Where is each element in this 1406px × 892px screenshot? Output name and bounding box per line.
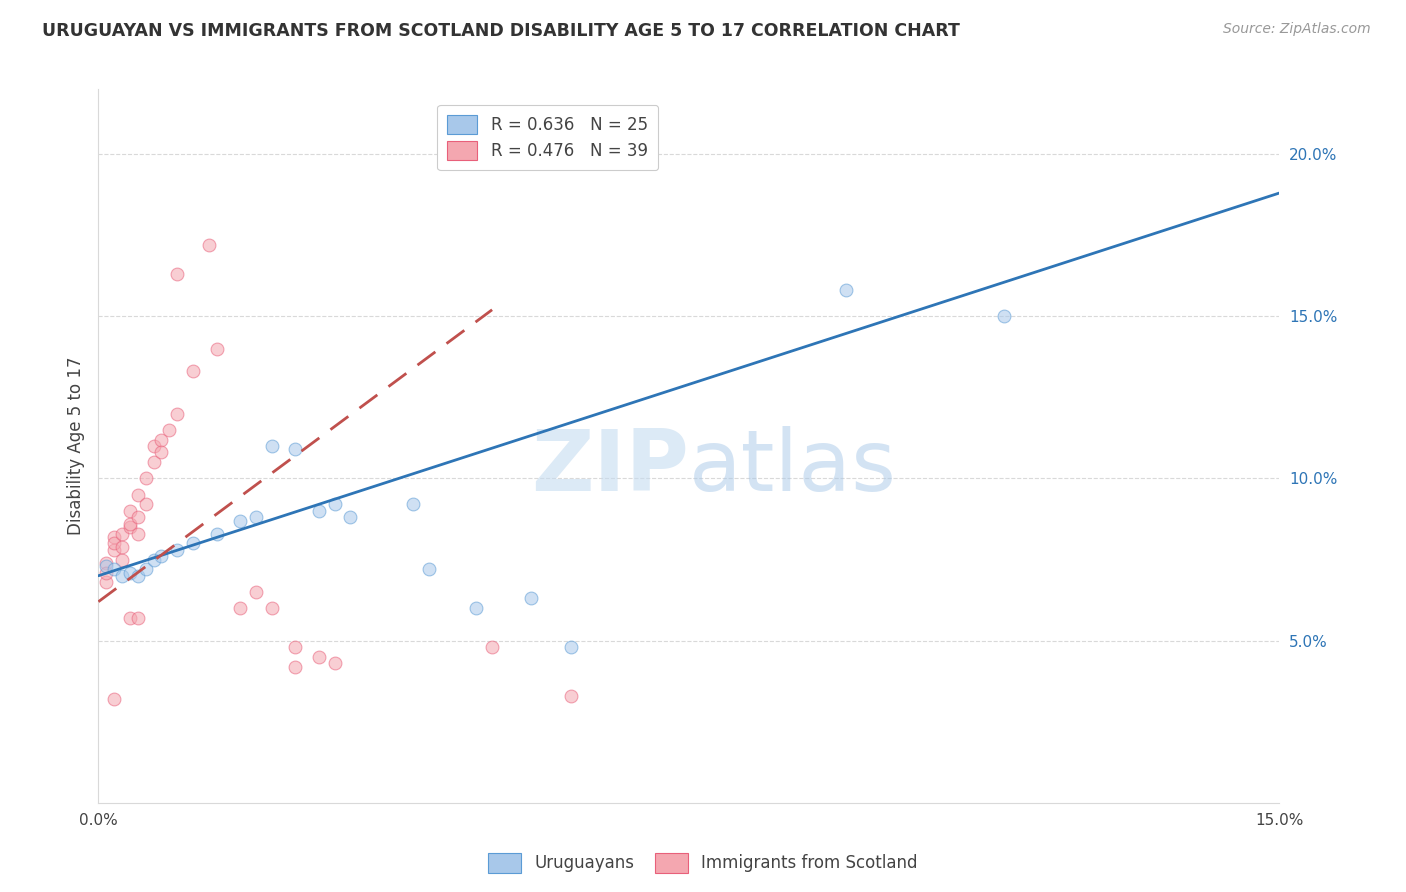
Point [127, 488, 149, 502]
Point [135, 471, 157, 485]
Point [150, 445, 173, 459]
Point [284, 659, 307, 673]
Point [127, 526, 149, 541]
Point [142, 455, 165, 469]
Point [402, 497, 425, 511]
Point [118, 516, 141, 531]
Point [118, 566, 141, 580]
Point [103, 562, 125, 576]
Legend: Uruguayans, Immigrants from Scotland: Uruguayans, Immigrants from Scotland [481, 847, 925, 880]
Point [308, 504, 330, 518]
Point [339, 510, 361, 524]
Point [284, 640, 307, 654]
Point [111, 552, 134, 566]
Point [260, 439, 283, 453]
Point [323, 497, 346, 511]
Y-axis label: Disability Age 5 to 17: Disability Age 5 to 17 [66, 357, 84, 535]
Point [150, 433, 173, 447]
Text: URUGUAYAN VS IMMIGRANTS FROM SCOTLAND DISABILITY AGE 5 TO 17 CORRELATION CHART: URUGUAYAN VS IMMIGRANTS FROM SCOTLAND DI… [42, 22, 960, 40]
Text: atlas: atlas [689, 425, 897, 509]
Point [560, 689, 582, 703]
Point [135, 497, 157, 511]
Point [118, 520, 141, 534]
Point [127, 611, 149, 625]
Point [308, 649, 330, 664]
Point [245, 510, 267, 524]
Point [157, 423, 180, 437]
Point [103, 692, 125, 706]
Point [142, 439, 165, 453]
Point [323, 657, 346, 671]
Point [118, 611, 141, 625]
Text: Source: ZipAtlas.com: Source: ZipAtlas.com [1223, 22, 1371, 37]
Point [127, 568, 149, 582]
Point [205, 342, 228, 356]
Point [96, 575, 118, 590]
Point [284, 442, 307, 457]
Point [481, 640, 503, 654]
Point [245, 585, 267, 599]
Point [560, 640, 582, 654]
Point [197, 238, 219, 252]
Text: ZIP: ZIP [531, 425, 689, 509]
Point [111, 568, 134, 582]
Point [111, 540, 134, 554]
Legend: R = 0.636   N = 25, R = 0.476   N = 39: R = 0.636 N = 25, R = 0.476 N = 39 [437, 104, 658, 169]
Point [118, 504, 141, 518]
Point [96, 556, 118, 570]
Point [181, 364, 204, 378]
Point [418, 562, 440, 576]
Point [96, 559, 118, 574]
Point [520, 591, 543, 606]
Point [465, 601, 488, 615]
Point [205, 526, 228, 541]
Point [96, 566, 118, 580]
Point [142, 552, 165, 566]
Point [135, 562, 157, 576]
Point [127, 510, 149, 524]
Point [103, 542, 125, 557]
Point [229, 601, 252, 615]
Point [103, 530, 125, 544]
Point [181, 536, 204, 550]
Point [260, 601, 283, 615]
Point [166, 267, 188, 281]
Point [166, 542, 188, 557]
Point [993, 310, 1015, 324]
Point [103, 536, 125, 550]
Point [150, 549, 173, 564]
Point [835, 283, 858, 297]
Point [111, 526, 134, 541]
Point [166, 407, 188, 421]
Point [229, 514, 252, 528]
